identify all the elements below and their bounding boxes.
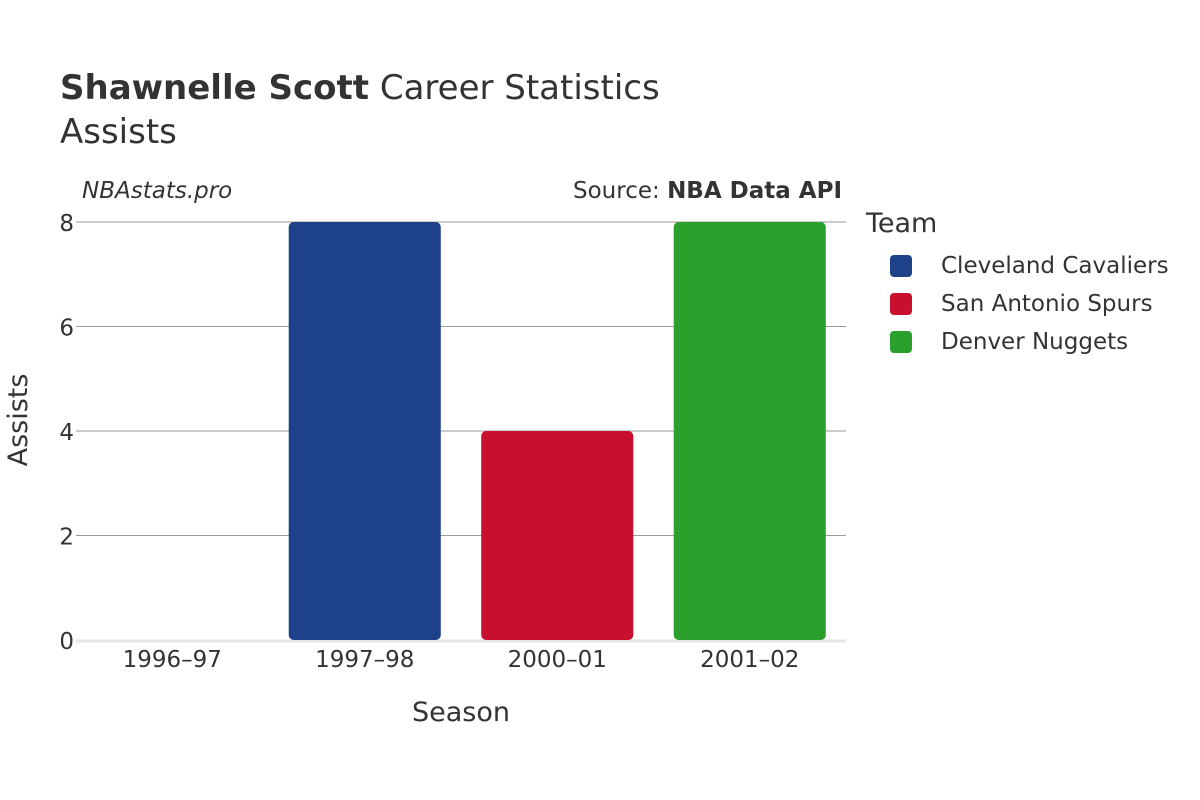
chart-title-player: Shawnelle Scott [60, 68, 370, 108]
legend-swatch [890, 255, 912, 277]
y-tick-label: 2 [59, 525, 74, 551]
legend-label: San Antonio Spurs [941, 291, 1153, 317]
y-tick-label: 8 [59, 211, 74, 237]
bars [288, 222, 826, 640]
chart-title: Shawnelle Scott Career Statistics [60, 68, 660, 108]
bar-2001–02 [673, 222, 826, 640]
source-name: NBA Data API [667, 178, 842, 204]
chart-subtitle: Assists [60, 112, 177, 152]
legend-title: Team [866, 208, 938, 239]
legend-swatch [890, 293, 912, 315]
source-prefix: Source: [573, 178, 668, 204]
x-tick-label: 1996–97 [123, 647, 222, 673]
x-axis-label: Season [412, 697, 510, 728]
y-axis-ticks: 0 2 4 6 8 [59, 211, 74, 655]
legend-swatch [890, 331, 912, 353]
bar-2000–01 [481, 431, 634, 640]
watermark: NBAstats.pro [82, 178, 233, 204]
legend-item[interactable]: Cleveland Cavaliers [866, 247, 1169, 285]
x-tick-label: 2001–02 [700, 647, 799, 673]
y-tick-label: 0 [59, 629, 74, 655]
y-tick-label: 6 [59, 316, 74, 342]
x-axis-ticks: 1996–97 1997–98 2000–01 2001–02 [123, 647, 800, 673]
legend-label: Cleveland Cavaliers [941, 253, 1169, 279]
legend-item[interactable]: San Antonio Spurs [866, 285, 1169, 323]
y-axis-label: Assists [3, 374, 34, 467]
y-tick-label: 4 [59, 420, 74, 446]
chart-title-rest: Career Statistics [369, 68, 660, 108]
x-tick-label: 2000–01 [508, 647, 607, 673]
legend-items: Cleveland Cavaliers San Antonio Spurs Denv… [866, 247, 1169, 361]
source-credit: Source: NBA Data API [573, 178, 842, 204]
legend: Team Cleveland Cavaliers San Antonio Spur… [866, 208, 1169, 361]
bar-1997–98 [288, 222, 441, 640]
x-tick-label: 1997–98 [315, 647, 414, 673]
legend-label: Denver Nuggets [941, 329, 1129, 355]
legend-item[interactable]: Denver Nuggets [866, 323, 1169, 361]
